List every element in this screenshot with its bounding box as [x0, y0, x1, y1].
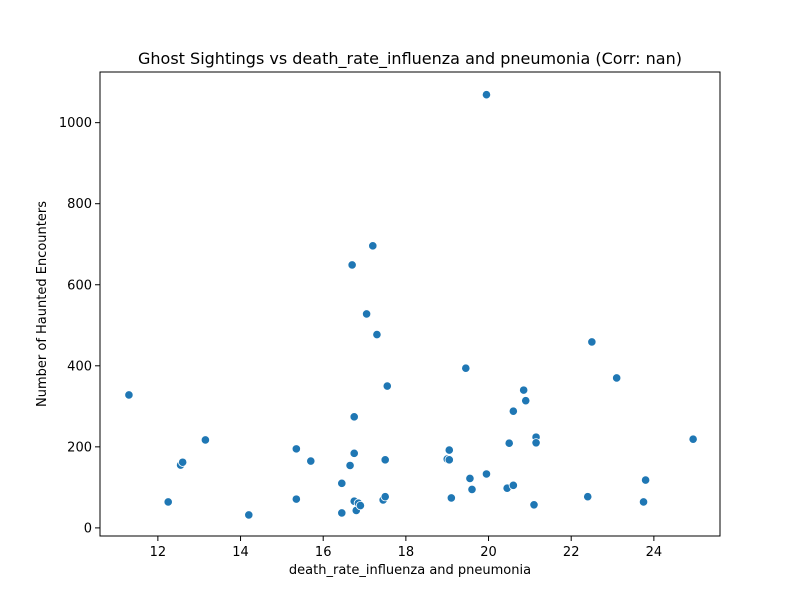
data-point: [337, 508, 347, 518]
data-point: [337, 478, 347, 488]
data-point: [163, 497, 173, 507]
y-axis: 0 200 400 600 800 1000: [59, 116, 100, 536]
data-point: [521, 396, 531, 406]
data-point: [583, 492, 593, 502]
data-point: [444, 455, 454, 465]
data-point: [244, 510, 254, 520]
data-point: [481, 90, 492, 100]
y-tick-label: 1000: [59, 116, 92, 131]
data-points: [124, 90, 698, 520]
data-point: [508, 406, 518, 416]
y-tick-label: 400: [67, 359, 92, 374]
chart-title: Ghost Sightings vs death_rate_influenza …: [138, 49, 682, 69]
data-point: [306, 456, 316, 466]
data-point: [504, 438, 514, 448]
data-point: [461, 363, 471, 373]
data-point: [531, 438, 541, 448]
x-axis-label: death_rate_influenza and pneumonia: [289, 563, 531, 578]
data-point: [347, 260, 357, 270]
data-point: [380, 492, 390, 502]
y-tick-label: 0: [84, 521, 92, 536]
data-point: [612, 373, 622, 383]
plot-frame: [99, 71, 721, 537]
data-point: [124, 390, 134, 400]
data-point: [291, 444, 301, 454]
data-point: [349, 412, 359, 422]
x-tick-label: 20: [480, 545, 497, 560]
x-tick-label: 18: [398, 545, 415, 560]
data-point: [465, 473, 475, 484]
data-point: [178, 457, 188, 467]
y-tick-label: 600: [67, 278, 92, 293]
data-point: [291, 494, 301, 504]
data-point: [587, 337, 597, 347]
data-point: [467, 484, 477, 494]
data-point: [446, 493, 456, 503]
data-point: [380, 455, 390, 465]
data-point: [361, 309, 372, 319]
y-tick-label: 800: [67, 197, 92, 212]
x-tick-label: 14: [232, 545, 249, 560]
data-point: [444, 445, 454, 455]
plot-area: [99, 71, 721, 537]
data-point: [529, 500, 539, 510]
data-point: [481, 469, 492, 479]
data-point: [688, 434, 698, 444]
data-point: [345, 460, 355, 471]
y-tick-label: 200: [67, 440, 92, 455]
data-point: [638, 497, 649, 507]
data-point: [640, 475, 651, 485]
x-tick-label: 12: [150, 545, 167, 560]
x-tick-label: 24: [646, 545, 663, 560]
data-point: [200, 435, 210, 445]
data-point: [355, 501, 365, 511]
x-tick-label: 16: [315, 545, 332, 560]
data-point: [368, 241, 378, 251]
x-axis: 12 14 16 18 20 22 24: [150, 536, 663, 560]
data-point: [508, 480, 518, 490]
data-point: [519, 385, 529, 395]
data-point: [349, 448, 359, 458]
y-axis-label: Number of Haunted Encounters: [35, 201, 50, 407]
data-point: [382, 381, 392, 391]
x-tick-label: 22: [563, 545, 580, 560]
data-point: [372, 329, 382, 340]
